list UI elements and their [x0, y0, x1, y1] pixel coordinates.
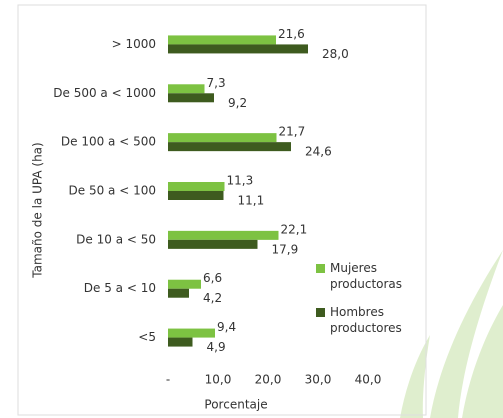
bar — [168, 93, 214, 103]
frame — [17, 4, 427, 416]
y-tick-label: De 50 a < 100 — [69, 184, 156, 198]
value-label: 11,1 — [238, 194, 265, 208]
y-tick-label: <5 — [138, 330, 156, 344]
value-label: 4,2 — [203, 291, 222, 305]
bar — [168, 142, 291, 152]
bar — [168, 288, 189, 298]
x-tick-label: 20,0 — [255, 373, 282, 387]
legend-label: Mujeres productoras — [330, 261, 402, 291]
bar — [168, 191, 224, 200]
legend-swatch — [316, 308, 325, 317]
value-label: 22,1 — [281, 222, 308, 236]
y-tick-label: De 100 a < 500 — [61, 135, 156, 149]
legend-swatch — [316, 264, 325, 273]
grass-decoration — [400, 250, 503, 418]
bar — [168, 230, 279, 240]
bar — [168, 239, 258, 249]
x-tick-label: 10,0 — [205, 373, 232, 387]
value-label: 7,3 — [207, 76, 226, 90]
value-label: 4,9 — [207, 340, 226, 354]
value-label: 24,6 — [305, 145, 332, 159]
bar — [168, 337, 193, 347]
x-axis-title: Porcentaje — [204, 398, 267, 412]
y-tick-label: > 1000 — [112, 37, 156, 51]
value-label: 9,2 — [228, 96, 247, 110]
x-tick-label: - — [166, 373, 170, 387]
x-tick-label: 40,0 — [355, 373, 382, 387]
value-label: 11,3 — [227, 174, 254, 188]
bar — [168, 279, 201, 289]
bar — [168, 35, 276, 45]
value-label: 21,6 — [278, 27, 305, 41]
value-label: 9,4 — [217, 320, 236, 334]
y-tick-label: De 5 a < 10 — [84, 281, 156, 295]
y-tick-label: De 10 a < 50 — [76, 232, 156, 246]
value-label: 17,9 — [272, 242, 299, 256]
bar — [168, 84, 205, 94]
bar — [168, 328, 215, 338]
y-tick-label: De 500 a < 1000 — [53, 86, 156, 100]
bar — [168, 44, 308, 54]
x-tick-label: 30,0 — [305, 373, 332, 387]
value-label: 28,0 — [322, 47, 349, 61]
bar — [168, 133, 277, 143]
y-axis-title: Tamaño de la UPA (ha) — [31, 142, 45, 278]
value-label: 6,6 — [203, 271, 222, 285]
bar — [168, 182, 225, 191]
legend-label: Hombres productores — [330, 305, 402, 335]
value-label: 21,7 — [279, 125, 306, 139]
